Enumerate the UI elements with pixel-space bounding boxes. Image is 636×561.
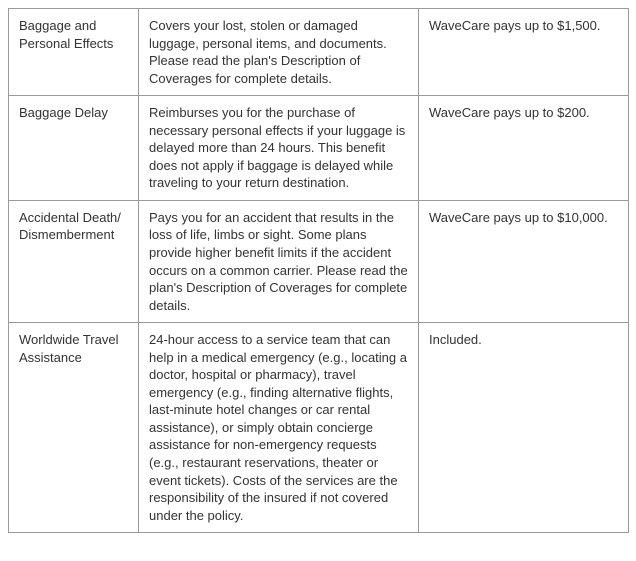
benefit-coverage-cell: Included. bbox=[419, 323, 629, 533]
table-row: Worldwide Travel Assistance 24-hour acce… bbox=[9, 323, 629, 533]
benefit-description-cell: 24-hour access to a service team that ca… bbox=[139, 323, 419, 533]
benefits-table: Baggage and Personal Effects Covers your… bbox=[8, 8, 629, 533]
benefit-coverage-cell: WaveCare pays up to $1,500. bbox=[419, 9, 629, 96]
benefit-description-cell: Pays you for an accident that results in… bbox=[139, 200, 419, 322]
benefit-name-cell: Worldwide Travel Assistance bbox=[9, 323, 139, 533]
table-row: Baggage Delay Reimburses you for the pur… bbox=[9, 96, 629, 201]
benefit-coverage-cell: WaveCare pays up to $200. bbox=[419, 96, 629, 201]
table-row: Accidental Death/ Dismemberment Pays you… bbox=[9, 200, 629, 322]
table-row: Baggage and Personal Effects Covers your… bbox=[9, 9, 629, 96]
benefit-coverage-cell: WaveCare pays up to $10,000. bbox=[419, 200, 629, 322]
benefit-name-cell: Baggage Delay bbox=[9, 96, 139, 201]
benefit-name-cell: Baggage and Personal Effects bbox=[9, 9, 139, 96]
benefit-description-cell: Reimburses you for the purchase of neces… bbox=[139, 96, 419, 201]
benefit-description-cell: Covers your lost, stolen or damaged lugg… bbox=[139, 9, 419, 96]
benefit-name-cell: Accidental Death/ Dismemberment bbox=[9, 200, 139, 322]
